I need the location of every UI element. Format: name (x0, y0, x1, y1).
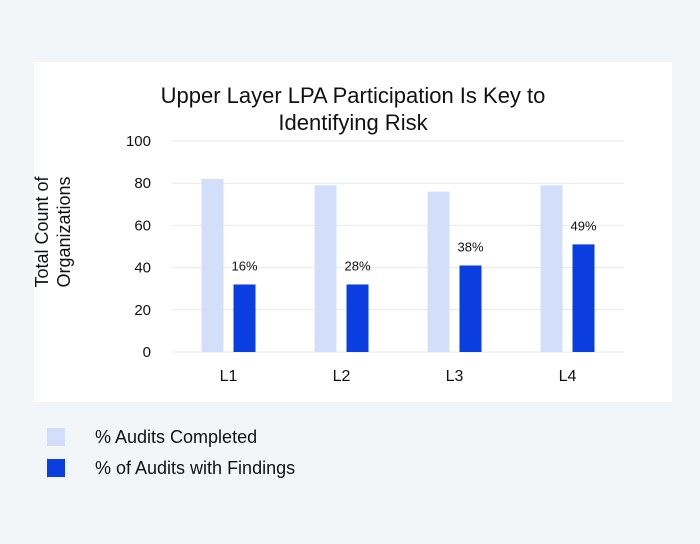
chart-title-line-2: Identifying Risk (278, 110, 428, 135)
legend-swatch-audits-with-findings (47, 459, 65, 477)
data-label-l4: 49% (570, 218, 596, 233)
bar-l1-series-2 (233, 284, 256, 352)
legend-label-audits-completed: % Audits Completed (95, 426, 258, 447)
chart-title: Upper Layer LPA Participation Is Key to … (34, 82, 672, 136)
legend-item-audits-completed: % Audits Completed (47, 426, 295, 448)
bar-l3-series-2 (459, 265, 482, 352)
y-tick-label-80: 80 (134, 175, 151, 192)
x-tick-label-l1: L1 (220, 368, 238, 385)
bar-l2-series-2 (346, 284, 369, 352)
legend-label-audits-with-findings: % of Audits with Findings (95, 457, 296, 478)
bar-l2-series-1 (314, 185, 337, 352)
data-label-l3: 38% (457, 239, 483, 254)
x-tick-label-l3: L3 (446, 368, 464, 385)
data-label-l1: 16% (231, 258, 257, 273)
bar-l1-series-1 (201, 178, 224, 352)
legend-swatch-audits-completed (47, 428, 65, 446)
chart-title-line-1: Upper Layer LPA Participation Is Key to (160, 83, 546, 108)
legend-item-audits-with-findings: % of Audits with Findings (47, 457, 295, 479)
x-tick-label-l2: L2 (333, 368, 351, 385)
bar-l4-series-1 (540, 185, 563, 352)
bar-l4-series-2 (572, 244, 595, 352)
y-tick-label-40: 40 (134, 260, 151, 277)
y-tick-label-60: 60 (134, 217, 151, 234)
chart-legend: % Audits Completed % of Audits with Find… (47, 426, 295, 488)
y-tick-label-20: 20 (134, 302, 151, 319)
y-tick-label-0: 0 (143, 344, 151, 361)
y-tick-label-100: 100 (126, 133, 151, 150)
data-label-l2: 28% (344, 258, 370, 273)
bar-l3-series-1 (427, 191, 450, 352)
x-tick-label-l4: L4 (559, 368, 577, 385)
